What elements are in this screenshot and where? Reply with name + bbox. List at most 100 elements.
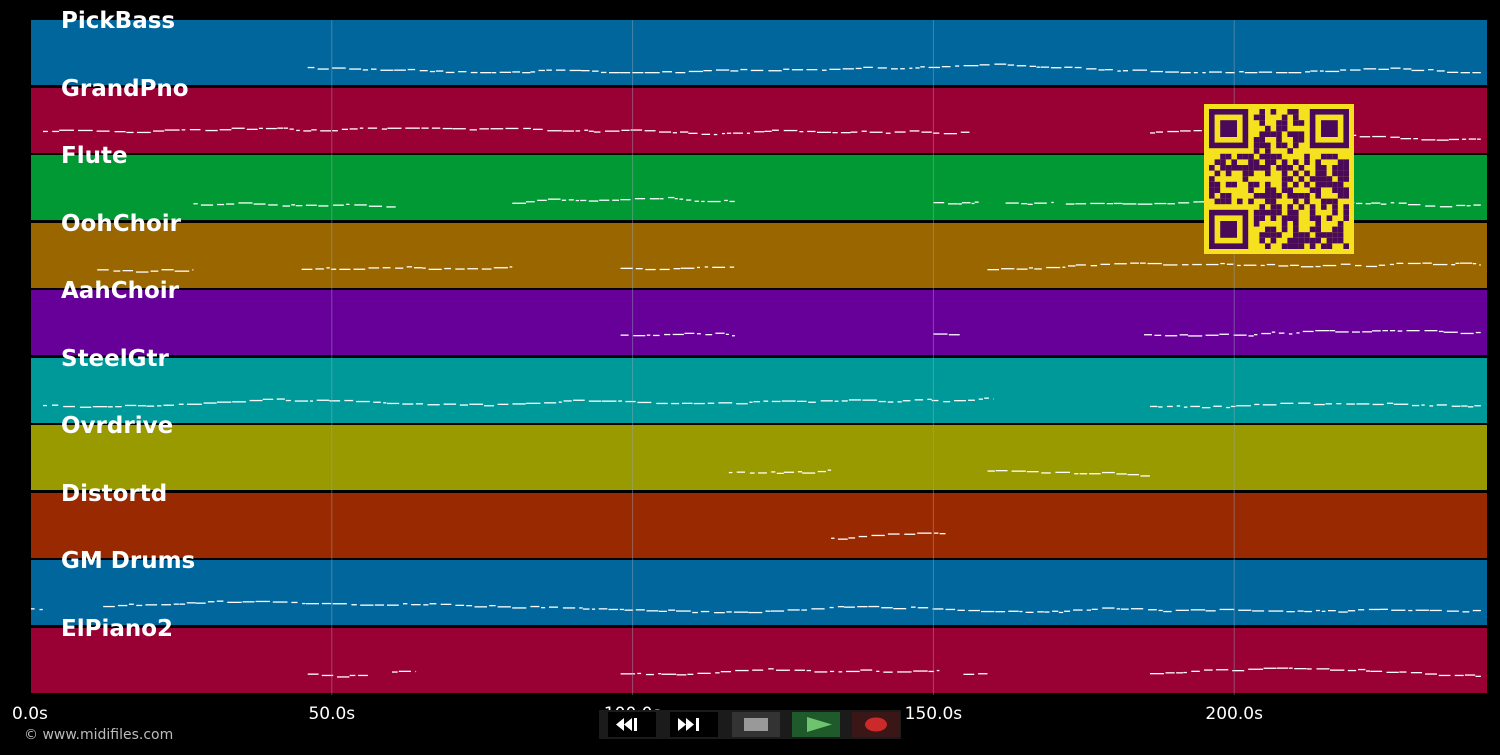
note — [1380, 608, 1388, 610]
note — [316, 399, 330, 401]
note — [407, 68, 416, 71]
note — [403, 603, 408, 605]
note — [599, 199, 610, 201]
note — [635, 609, 645, 611]
note — [383, 402, 387, 404]
note — [39, 608, 43, 611]
note — [415, 670, 417, 673]
note — [1449, 138, 1459, 141]
note — [1462, 138, 1467, 140]
note — [830, 670, 835, 673]
track-lane[interactable]: PickBass — [31, 8, 1487, 85]
note — [688, 70, 703, 73]
note — [971, 202, 975, 205]
note — [1201, 407, 1211, 409]
note — [891, 68, 898, 70]
note — [729, 200, 735, 203]
note — [1288, 333, 1293, 335]
note — [78, 129, 93, 132]
note — [885, 132, 891, 134]
note — [978, 673, 988, 675]
note — [687, 673, 694, 675]
note — [1315, 609, 1320, 612]
note — [1415, 609, 1429, 611]
note — [1154, 334, 1162, 336]
note — [374, 604, 385, 606]
play-button[interactable] — [790, 711, 842, 738]
track-lane[interactable]: Ovrdrive — [31, 413, 1487, 490]
fast-forward-button[interactable] — [668, 711, 720, 738]
note — [469, 129, 477, 131]
note — [748, 611, 763, 614]
note — [332, 130, 338, 132]
note — [1408, 609, 1413, 612]
track-lane[interactable]: AahChoir — [31, 278, 1487, 355]
note — [216, 600, 224, 602]
note — [128, 603, 134, 605]
note — [846, 670, 860, 673]
note — [1362, 331, 1372, 333]
note — [1298, 402, 1311, 404]
note — [1347, 669, 1357, 672]
rewind-button[interactable] — [606, 711, 658, 738]
note — [612, 199, 619, 201]
note — [794, 669, 805, 671]
note — [1390, 136, 1400, 138]
note — [429, 70, 435, 73]
note — [621, 129, 630, 131]
track-lane[interactable]: ElPiano2 — [31, 616, 1487, 693]
track-lane[interactable]: SteelGtr — [31, 346, 1487, 423]
track-lane[interactable]: Distortd — [31, 481, 1487, 558]
record-button[interactable] — [850, 711, 902, 738]
note — [153, 130, 165, 132]
note — [402, 403, 414, 405]
note — [1472, 72, 1481, 74]
note — [664, 333, 671, 336]
note — [1473, 204, 1481, 206]
note — [697, 266, 700, 269]
note — [526, 402, 541, 404]
note — [1356, 202, 1363, 205]
note — [932, 132, 940, 134]
note — [359, 127, 364, 129]
track-lane[interactable]: GM Drums — [31, 548, 1487, 625]
note — [561, 199, 567, 201]
note — [770, 610, 785, 612]
note — [97, 269, 109, 271]
note — [1027, 203, 1033, 205]
note — [512, 403, 526, 405]
note — [1460, 72, 1470, 74]
note — [1276, 667, 1288, 669]
note-layer — [31, 63, 1481, 678]
note — [858, 535, 868, 538]
note — [1378, 264, 1386, 266]
note — [1175, 609, 1189, 611]
note — [1127, 474, 1139, 476]
stop-button[interactable] — [730, 711, 782, 738]
note — [1372, 330, 1381, 332]
note — [871, 534, 885, 537]
note — [387, 402, 400, 405]
note — [704, 266, 709, 268]
note — [1102, 471, 1115, 474]
note — [1248, 335, 1254, 337]
note — [1165, 335, 1178, 337]
note — [161, 604, 171, 606]
note — [421, 127, 429, 129]
note — [644, 72, 660, 74]
note — [386, 206, 396, 208]
note — [686, 199, 692, 201]
note — [1233, 334, 1247, 336]
note — [993, 398, 994, 400]
note — [537, 199, 547, 201]
note — [920, 66, 925, 68]
note — [1438, 674, 1451, 677]
note — [443, 403, 457, 405]
note — [674, 198, 678, 200]
track-name: ElPiano2 — [61, 615, 174, 642]
note — [1202, 72, 1206, 74]
note — [1120, 608, 1129, 610]
note — [1132, 69, 1147, 71]
note — [1276, 72, 1288, 74]
note — [207, 601, 215, 603]
